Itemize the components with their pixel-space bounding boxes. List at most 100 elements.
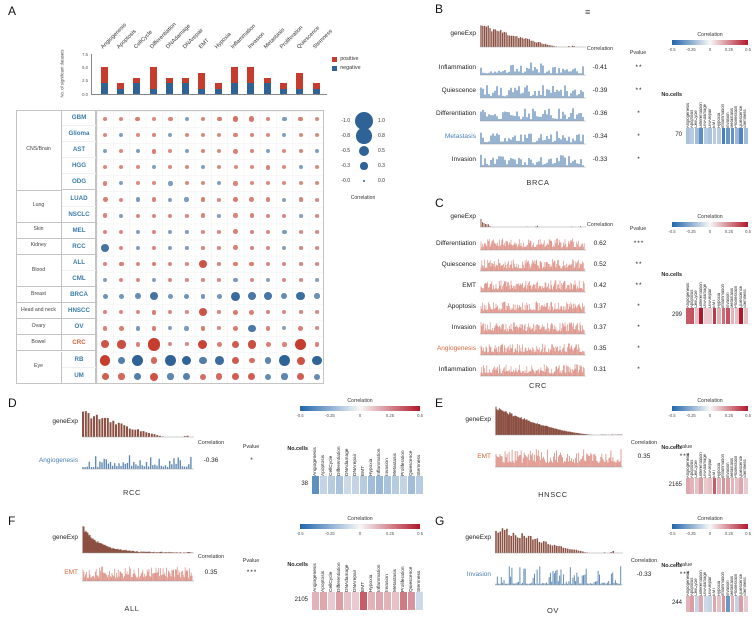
correlation-dot	[265, 326, 271, 331]
correlation-dot	[216, 342, 222, 347]
tissue-group-label: Ovary	[16, 319, 62, 336]
correlation-dot	[217, 181, 222, 186]
colorbar-tick-label: 0.5	[745, 229, 751, 234]
heatmap-cell	[703, 478, 708, 494]
tissue-group-label: Eye	[16, 351, 62, 384]
correlation-dot	[217, 310, 222, 315]
correlation-dot	[265, 165, 271, 170]
gene-exp-trace	[495, 404, 623, 436]
state-trace	[480, 278, 586, 293]
correlation-dot	[168, 197, 173, 202]
panel-label: B	[435, 2, 444, 16]
trace-svg	[495, 406, 623, 436]
correlation-dot	[101, 373, 109, 381]
colorbar-tick-label: 0	[708, 47, 712, 52]
panel-label: G	[435, 514, 445, 528]
positive-count-bar	[231, 67, 239, 84]
state-trace	[82, 564, 194, 582]
correlation-dot	[184, 213, 189, 218]
bar-legend-label: negative	[340, 65, 361, 71]
correlation-dot	[282, 165, 287, 170]
panel-d-rcc: D geneExp Correlation Pvalue Correlation…	[6, 396, 430, 514]
heatmap-cell	[739, 128, 744, 144]
correlation-dot	[183, 373, 191, 381]
correlation-colorbar	[672, 222, 748, 227]
size-legend-circle	[362, 179, 366, 183]
heatmap-cell	[721, 128, 726, 144]
correlation-dot	[298, 197, 303, 202]
heatmap-cell	[726, 478, 730, 494]
heatmap-column-label: EMT	[712, 299, 717, 308]
correlation-dot	[151, 132, 157, 138]
correlation-dot	[200, 325, 206, 331]
correlation-dot	[135, 165, 140, 170]
correlation-dot	[249, 245, 254, 250]
size-legend-left-label: -0.0	[341, 178, 350, 184]
colorbar-tick-label: -0.5	[296, 413, 304, 418]
correlation-dot	[184, 117, 189, 122]
state-row-label: Angiogenesis	[436, 344, 476, 352]
correlation-colorbar	[672, 406, 748, 411]
correlation-dot	[119, 197, 124, 202]
dotplot-canvas: Angiogenesis Apoptosis CellCycle Differenti…	[6, 4, 432, 396]
correlation-dot	[200, 245, 206, 250]
correlation-dot	[102, 261, 108, 267]
correlation-dot	[217, 165, 222, 170]
size-legend-right-label: 0.8	[378, 133, 385, 139]
correlation-dot	[217, 261, 222, 267]
correlation-dot	[102, 181, 108, 186]
correlation-dot	[135, 261, 140, 266]
heatmap-column-label: Proliferation	[400, 450, 406, 476]
cancer-type-label: HGG	[62, 158, 96, 175]
pvalue-stars: *	[637, 323, 641, 331]
correlation-dot	[102, 326, 108, 331]
correlation-column-header: Correlation	[197, 440, 225, 446]
heatmap-cell	[312, 476, 320, 494]
correlation-dot	[282, 133, 287, 138]
correlation-dot	[135, 197, 140, 202]
correlation-dot	[200, 165, 205, 170]
correlation-dot	[119, 261, 124, 267]
correlation-dot	[264, 292, 273, 301]
trace-svg	[480, 280, 586, 293]
heatmap-column-label: Angiogenesis	[312, 447, 318, 476]
cancer-type-label: HNSCC	[62, 303, 96, 320]
correlation-dot	[298, 245, 303, 250]
panel-b-brca: B ≡ geneExp Correlation Pvalue Correlati…	[433, 2, 754, 196]
heatmap-cell	[721, 308, 726, 324]
heatmap-cell	[392, 476, 400, 494]
correlation-dot	[265, 197, 271, 202]
pvalue-stars: **	[635, 260, 643, 268]
trace-svg	[480, 131, 586, 145]
state-trace	[495, 564, 623, 586]
positive-count-bar	[116, 83, 124, 89]
heatmap-cell	[708, 596, 712, 612]
correlation-dot	[232, 309, 239, 315]
heatmap-cell	[368, 592, 376, 610]
colorbar-tick-label: -0.25	[325, 413, 335, 418]
cancer-type-label: GBM	[62, 110, 96, 127]
cancer-type-label: ODG	[62, 174, 96, 191]
heatmap-column-label: Inflammation	[721, 454, 726, 478]
trace-svg	[480, 343, 586, 356]
panel-label: F	[8, 514, 16, 528]
heatmap-cell	[360, 592, 368, 610]
negative-count-bar	[263, 83, 271, 94]
tissue-group-label: Bowel	[16, 335, 62, 352]
size-legend-left-label: -0.3	[341, 163, 350, 169]
correlation-dot	[233, 229, 238, 235]
correlation-dot	[315, 133, 320, 138]
colorbar-tick-label: 0.5	[745, 531, 751, 536]
cancer-type-label: BRCA	[62, 287, 96, 304]
correlation-dot	[266, 261, 271, 266]
correlation-dot	[217, 245, 222, 250]
correlation-dot	[249, 165, 254, 170]
heatmap-column-label: CellCycle	[328, 455, 334, 476]
correlation-dot	[249, 229, 254, 234]
correlation-value: 0.35	[637, 453, 651, 460]
correlation-dot	[135, 229, 140, 234]
heatmap-cell	[699, 128, 704, 144]
menu-icon[interactable]: ≡	[585, 7, 591, 17]
correlation-dot	[184, 245, 189, 250]
correlation-dot	[217, 197, 222, 202]
